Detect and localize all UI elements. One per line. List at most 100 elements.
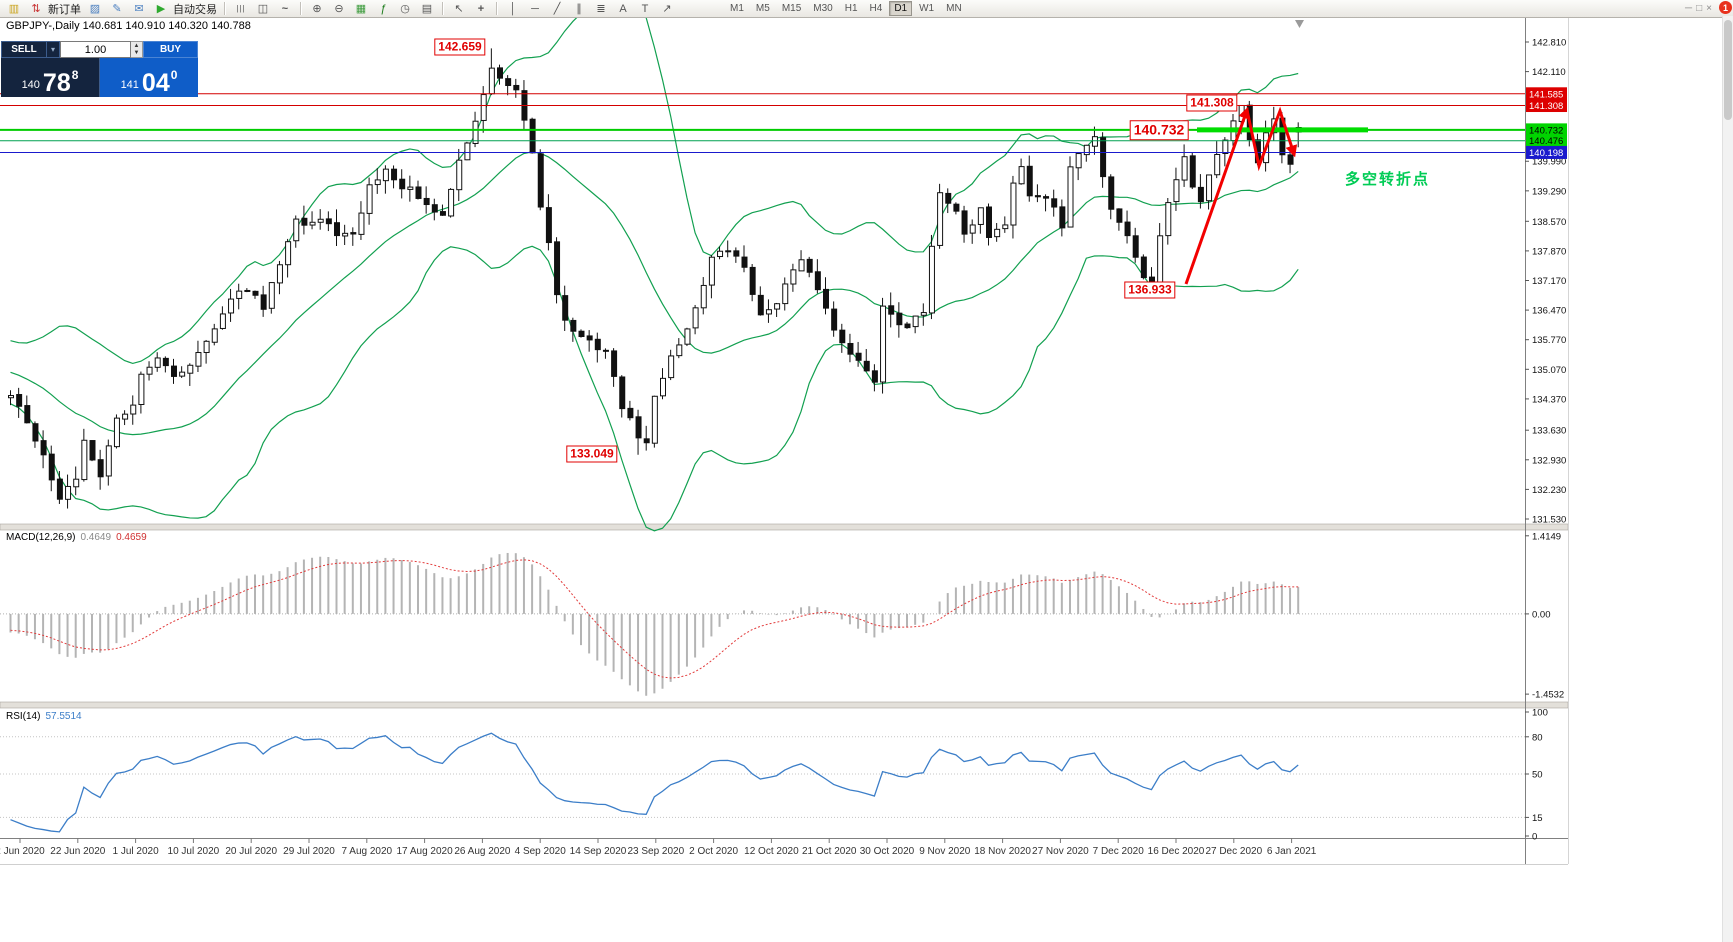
timeframe-button-m1[interactable]: M1 <box>730 3 744 14</box>
text-button[interactable]: A <box>613 1 633 17</box>
rsi-name: RSI(14) <box>6 711 41 722</box>
svg-text:50: 50 <box>1532 770 1543 781</box>
fibonacci-button[interactable]: ≣ <box>591 1 611 17</box>
crosshair-button[interactable]: + <box>471 1 491 17</box>
new-chart-icon: ▥ <box>8 3 20 15</box>
price-label[interactable]: 133.049 <box>566 445 618 463</box>
chart-area[interactable] <box>0 18 1525 838</box>
ask-price[interactable]: 141 04 0 <box>99 58 198 97</box>
line-chart-button[interactable]: ~ <box>275 1 295 17</box>
rsi-label: RSI(14) 57.5514 <box>6 711 87 722</box>
svg-text:7 Dec 2020: 7 Dec 2020 <box>1093 846 1145 857</box>
terminal-icon: ▨ <box>89 3 101 15</box>
indicators-icon: ƒ <box>379 2 387 15</box>
svg-text:27 Nov 2020: 27 Nov 2020 <box>1032 846 1089 857</box>
note-text[interactable]: 多空转折点 <box>1345 171 1431 188</box>
svg-text:142.810: 142.810 <box>1532 38 1566 49</box>
svg-text:2 Oct 2020: 2 Oct 2020 <box>689 846 738 857</box>
sell-button[interactable]: SELL <box>1 41 47 58</box>
svg-text:7 Aug 2020: 7 Aug 2020 <box>341 846 392 857</box>
line-chart-icon: ~ <box>281 2 289 15</box>
horizontal-line-button[interactable]: ─ <box>525 1 545 17</box>
order-dropdown-icon[interactable]: ▾ <box>47 41 60 58</box>
bid-big-digits: 78 <box>42 68 71 97</box>
timeframe-button-mn[interactable]: MN <box>946 3 962 14</box>
text-label-button[interactable]: T <box>635 1 655 17</box>
svg-text:18 Nov 2020: 18 Nov 2020 <box>974 846 1031 857</box>
new-order-button[interactable]: ⇅ <box>26 1 46 17</box>
periods-button[interactable]: ◷ <box>395 1 415 17</box>
tile-windows-icon: ▦ <box>355 3 367 15</box>
price-label[interactable]: 136.933 <box>1124 281 1176 299</box>
svg-text:140.476: 140.476 <box>1529 136 1563 147</box>
templates-icon: ▤ <box>421 3 433 15</box>
trendline-button[interactable]: ╱ <box>547 1 567 17</box>
terminal-button[interactable]: ▨ <box>85 1 105 17</box>
zoom-in-button[interactable]: ⊕ <box>307 1 327 17</box>
svg-text:137.870: 137.870 <box>1532 246 1566 257</box>
timeframe-button-m5[interactable]: M5 <box>755 3 770 14</box>
svg-text:27 Dec 2020: 27 Dec 2020 <box>1205 846 1262 857</box>
bid-prefix: 140 <box>21 79 40 91</box>
window-restore-icon[interactable]: □ <box>1696 3 1703 14</box>
scrollbar-thumb[interactable] <box>1724 20 1732 120</box>
indicators-button[interactable]: ƒ <box>373 1 393 17</box>
crosshair-icon: + <box>477 2 485 15</box>
mail-button[interactable]: ✉ <box>129 1 149 17</box>
svg-text:22 Jun 2020: 22 Jun 2020 <box>50 846 105 857</box>
window-close-icon[interactable]: × <box>1706 3 1712 14</box>
vertical-line-button[interactable]: │ <box>503 1 523 17</box>
timeframe-button-d1[interactable]: D1 <box>889 1 913 16</box>
timeframe-button-w1[interactable]: W1 <box>919 3 935 14</box>
mail-icon: ✉ <box>134 3 144 15</box>
stepper-up-icon: ▲ <box>133 42 140 49</box>
bid-price[interactable]: 140 78 8 <box>1 58 99 97</box>
cursor-button[interactable]: ↖ <box>449 1 469 17</box>
new-order-label[interactable]: 新订单 <box>48 3 81 16</box>
new-chart-button[interactable]: ▥ <box>4 1 24 17</box>
price-label[interactable]: 142.659 <box>434 38 486 56</box>
bar-chart-button[interactable]: ||| <box>231 1 251 17</box>
autotrade-label[interactable]: 自动交易 <box>173 3 217 16</box>
volume-input[interactable] <box>60 41 131 58</box>
timeframe-button-h4[interactable]: H4 <box>869 3 883 14</box>
text-label-icon: T <box>641 2 649 15</box>
volume-stepper[interactable]: ▲ ▼ <box>131 41 143 58</box>
svg-text:100: 100 <box>1532 708 1548 719</box>
notification-badge[interactable]: 1 <box>1719 1 1732 14</box>
price-label[interactable]: 141.308 <box>1186 94 1238 112</box>
templates-button[interactable]: ▤ <box>417 1 437 17</box>
timeframe-button-m30[interactable]: M30 <box>813 3 833 14</box>
text-icon: A <box>619 2 627 15</box>
timeframe-button-m15[interactable]: M15 <box>781 3 802 14</box>
toolbar-separator <box>442 2 444 15</box>
channel-button[interactable]: ∥ <box>569 1 589 17</box>
stepper-down-icon: ▼ <box>133 49 140 56</box>
bollinger-bands <box>10 0 1299 532</box>
tile-windows-button[interactable]: ▦ <box>351 1 371 17</box>
timeframe-button-h1[interactable]: H1 <box>844 3 858 14</box>
buy-button[interactable]: BUY <box>143 41 198 58</box>
new-order-icon: ⇅ <box>31 3 41 15</box>
autotrade-button[interactable]: ▶ <box>151 1 171 17</box>
svg-text:140.198: 140.198 <box>1529 148 1563 159</box>
price-scale-labels: 142.810 142.110 139.990 139.290 138.570 137.8… <box>1525 38 1566 525</box>
metaeditor-button[interactable]: ✎ <box>107 1 127 17</box>
svg-text:139.290: 139.290 <box>1532 186 1566 197</box>
svg-text:26 Aug 2020: 26 Aug 2020 <box>454 846 511 857</box>
price-label[interactable]: 140.732 <box>1129 120 1189 140</box>
window-minimize-icon[interactable]: ─ <box>1685 3 1693 14</box>
time-scale[interactable] <box>0 838 1525 864</box>
cursor-icon: ↖ <box>454 3 464 15</box>
horizontal-lines <box>0 93 1525 153</box>
toolbar-separator <box>496 2 498 15</box>
price-scale[interactable] <box>1525 18 1568 838</box>
zoom-out-button[interactable]: ⊖ <box>329 1 349 17</box>
arrow-tool-button[interactable]: ↗ <box>657 1 677 17</box>
candlestick-chart-button[interactable]: ◫ <box>253 1 273 17</box>
macd-scale-labels: 1.4149 0.00 -1.4532 <box>1525 531 1564 701</box>
vertical-scrollbar[interactable] <box>1722 16 1733 942</box>
svg-text:141.585: 141.585 <box>1529 89 1563 100</box>
